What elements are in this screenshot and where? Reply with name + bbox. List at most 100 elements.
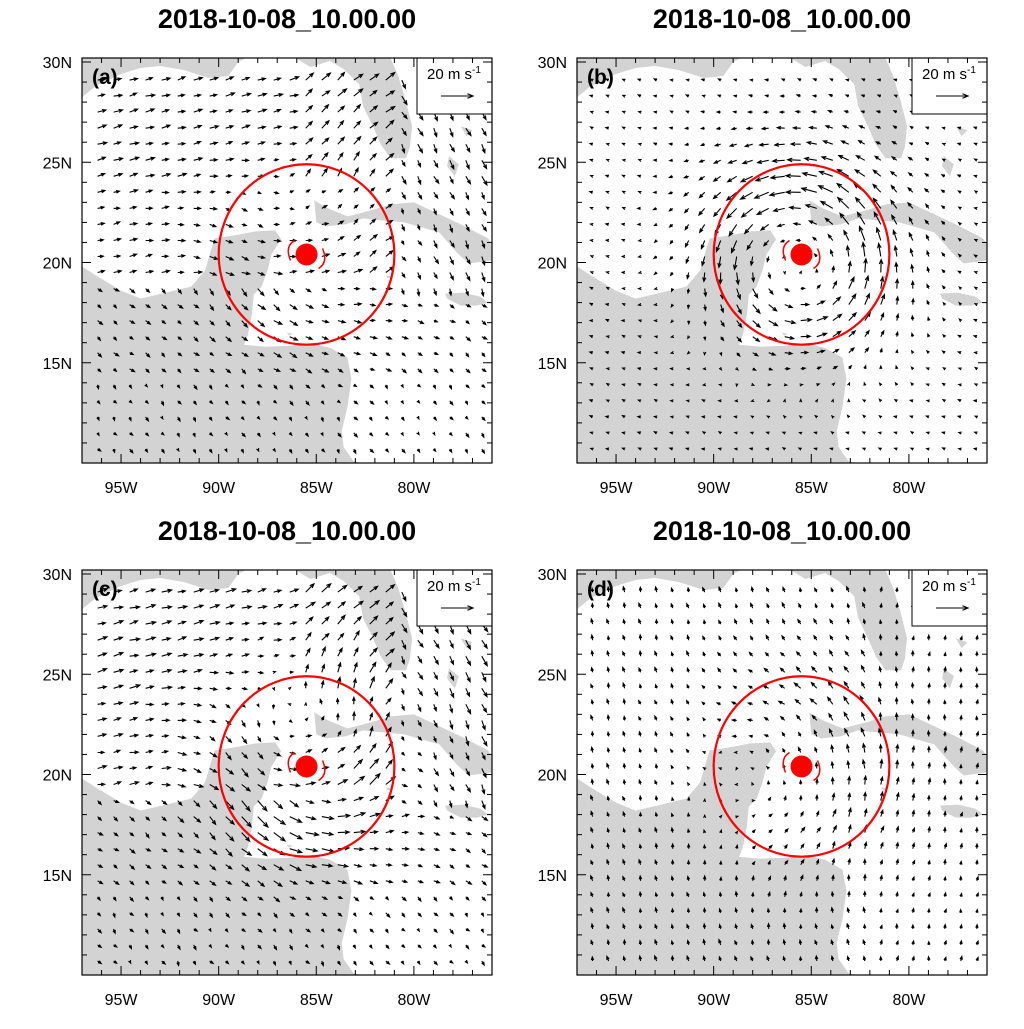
wind-vector — [590, 683, 594, 689]
wind-vector — [848, 293, 857, 305]
wind-vector — [369, 400, 375, 405]
wind-vector — [872, 169, 882, 177]
wind-vector — [273, 368, 282, 372]
wind-vector — [863, 791, 868, 801]
wind-vector — [465, 224, 470, 233]
wind-vector — [193, 270, 204, 275]
wind-vector — [943, 665, 947, 673]
wind-vector — [749, 256, 754, 267]
wind-vector — [668, 126, 674, 130]
wind-vector — [273, 238, 282, 243]
wind-vector — [830, 414, 835, 419]
wind-vector — [686, 907, 691, 913]
wind-vector — [433, 816, 441, 820]
wind-vector — [846, 873, 851, 881]
land-shape — [955, 126, 968, 137]
wind-vector — [816, 366, 823, 370]
wind-vector — [161, 269, 171, 274]
wind-vector — [97, 336, 102, 342]
wind-vector — [606, 602, 610, 609]
wind-vector — [209, 223, 218, 228]
wind-vector — [911, 297, 915, 305]
wind-vector — [621, 383, 626, 387]
wind-vector — [749, 750, 754, 754]
wind-vector — [767, 272, 772, 280]
wind-vector — [368, 944, 373, 950]
wind-vector — [209, 336, 217, 343]
wind-vector — [703, 813, 707, 819]
wind-vector — [622, 795, 626, 801]
wind-vector — [273, 320, 284, 325]
wind-vector — [209, 752, 218, 758]
wind-vector — [958, 318, 963, 323]
x-tick-label: 80W — [892, 992, 926, 1009]
wind-vector — [959, 794, 963, 801]
wind-vector — [321, 912, 328, 917]
wind-vector — [941, 284, 946, 290]
wind-vector — [941, 382, 946, 387]
wind-vector — [209, 848, 218, 856]
wind-vector — [604, 302, 610, 307]
wind-vector — [816, 826, 822, 833]
wind-vector — [832, 280, 838, 289]
wind-vector — [353, 629, 360, 641]
wind-vector — [781, 731, 786, 737]
wind-vector — [129, 304, 137, 309]
wind-vector — [369, 711, 373, 721]
wind-vector — [305, 221, 313, 225]
wind-vector — [927, 874, 931, 881]
wind-vector — [814, 414, 819, 419]
wind-vector — [145, 206, 154, 211]
wind-vector — [730, 718, 737, 722]
wind-vector — [637, 142, 642, 146]
wind-vector — [193, 864, 199, 869]
wind-vector — [590, 730, 595, 737]
wind-vector — [638, 666, 642, 673]
wind-vector — [909, 125, 914, 130]
wind-vector — [959, 923, 963, 929]
wind-vector — [654, 842, 659, 849]
wind-vector — [735, 367, 739, 371]
wind-vector — [605, 431, 610, 435]
wind-vector — [97, 156, 107, 161]
wind-vector — [273, 399, 278, 404]
wind-vector — [703, 336, 707, 342]
wind-vector — [763, 78, 769, 82]
wind-vector — [289, 832, 304, 840]
wind-vector — [305, 863, 318, 869]
wind-vector — [957, 431, 962, 435]
wind-vector — [638, 874, 643, 881]
wind-vector — [956, 126, 962, 130]
wind-vector — [369, 960, 374, 966]
wind-vector — [305, 384, 311, 389]
wind-vector — [256, 400, 260, 406]
wind-vector — [369, 585, 379, 593]
wind-vector — [762, 700, 769, 705]
storm-center-marker — [295, 755, 318, 778]
wind-vector — [911, 939, 915, 946]
land-shape — [261, 58, 412, 159]
wind-vector — [588, 286, 594, 290]
wind-vector — [161, 172, 172, 177]
wind-vector — [700, 447, 706, 451]
wind-vector — [638, 923, 643, 929]
wind-vector — [813, 431, 818, 435]
wind-vector — [684, 142, 689, 146]
wind-vector — [780, 78, 786, 82]
wind-vector — [289, 270, 298, 274]
reference-vector-exponent: -1 — [472, 65, 481, 76]
wind-vector — [160, 944, 165, 949]
wind-vector — [668, 142, 673, 146]
wind-vector — [145, 848, 152, 852]
wind-vector — [686, 602, 690, 609]
wind-vector — [654, 618, 659, 625]
wind-vector — [926, 665, 931, 673]
x-tick-label: 95W — [105, 480, 139, 497]
wind-vector — [481, 192, 485, 201]
wind-vector — [829, 649, 834, 657]
wind-vector — [863, 873, 867, 881]
wind-vector — [943, 908, 947, 914]
wind-vector — [973, 254, 978, 258]
wind-vector — [636, 94, 642, 98]
